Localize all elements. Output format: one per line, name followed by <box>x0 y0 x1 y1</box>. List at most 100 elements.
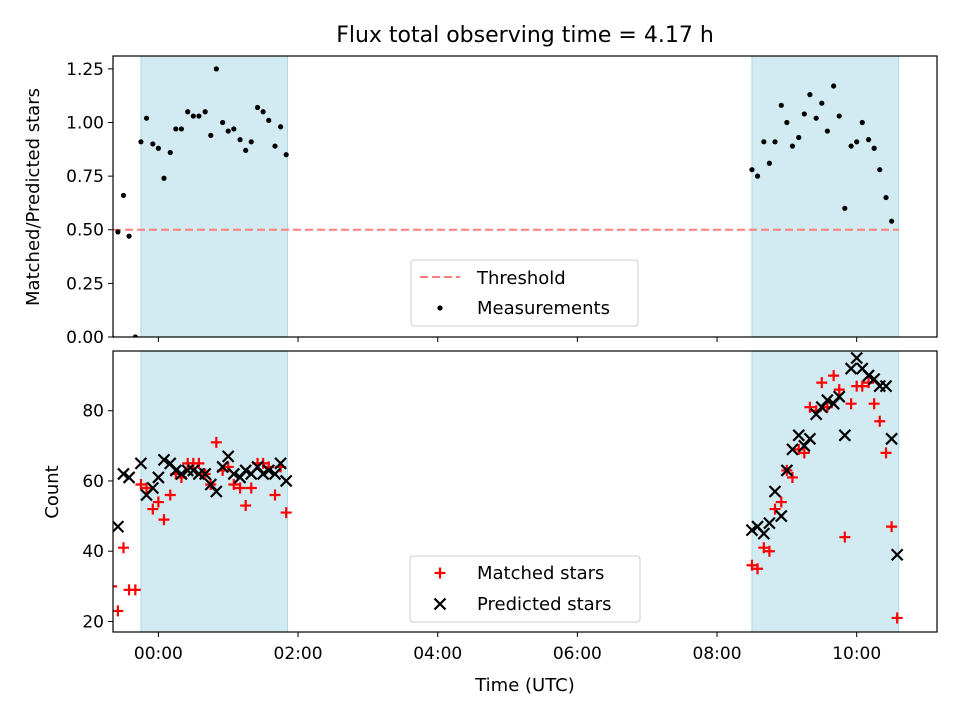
bottom-y-axis-label: Count <box>42 465 63 518</box>
matched-star-point <box>793 443 805 455</box>
predicted-star-point <box>122 471 136 484</box>
matched-star-point <box>234 482 246 494</box>
matched-star-point <box>856 380 868 392</box>
predicted-star-point <box>157 453 171 467</box>
matched-star-point <box>245 482 257 494</box>
measurement-point <box>208 132 214 138</box>
predicted-star-point <box>216 460 229 474</box>
predicted-star-point <box>821 393 834 407</box>
x-axis-label: Time (UTC) <box>474 675 575 696</box>
matched-star-point <box>804 401 816 413</box>
measurement-point <box>883 194 889 201</box>
top-y-axis-label: Matched/Predicted stars <box>23 88 44 306</box>
predicted-star-point <box>780 464 794 477</box>
ratio-panel: 0.00 0.25 0.50 0.75 1.00 1.25 <box>66 55 938 348</box>
measurement-point <box>766 160 773 166</box>
measurement-point <box>120 192 127 199</box>
measurement-point <box>115 229 121 235</box>
matched-star-point <box>222 461 234 473</box>
measurement-point <box>155 145 161 151</box>
legend-threshold-label: Threshold <box>476 268 566 289</box>
legend-predicted-swatch <box>433 597 447 611</box>
observing-window-band <box>140 350 289 633</box>
measurement-point <box>150 141 156 147</box>
measurement-point <box>865 137 872 143</box>
predicted-star-point <box>227 467 241 481</box>
legend-measurements-label: Measurements <box>477 298 610 319</box>
measurement-point <box>190 113 196 119</box>
y-tick-label: 60 <box>82 472 104 492</box>
predicted-star-point <box>146 481 160 495</box>
x-tick-label: 04:00 <box>413 644 462 664</box>
measurement-point <box>231 126 237 132</box>
measurement-point <box>126 233 132 239</box>
measurement-point <box>859 119 865 126</box>
matched-star-point <box>886 521 898 533</box>
data-layer <box>113 351 904 624</box>
matched-star-point <box>129 584 141 596</box>
matched-star-point <box>798 447 810 459</box>
matched-star-point <box>828 370 840 382</box>
measurement-point <box>813 115 819 121</box>
ratio-legend: Threshold Measurements <box>410 259 639 327</box>
predicted-star-point <box>803 432 817 446</box>
predicted-marker <box>433 597 447 611</box>
predicted-star-point <box>775 509 788 523</box>
matched-star-point <box>147 503 159 515</box>
predicted-star-point <box>279 474 293 488</box>
y-tick-label: 20 <box>82 612 104 632</box>
measurement-point <box>772 139 778 145</box>
predicted-star-point <box>187 464 200 477</box>
measurement-point <box>185 109 191 115</box>
measurement-point <box>871 145 877 151</box>
predicted-star-point <box>152 471 165 484</box>
x-tick-label: 06:00 <box>553 644 602 664</box>
y-tick-label: 1.25 <box>66 60 104 80</box>
matched-star-point <box>816 377 828 389</box>
measurement-point <box>243 147 249 153</box>
matched-star-point <box>769 503 781 515</box>
measurement-point <box>202 109 208 115</box>
matched-star-point <box>845 398 857 410</box>
predicted-star-point <box>181 464 194 477</box>
predicted-star-point <box>210 485 223 498</box>
matched-star-point <box>113 585 118 588</box>
measurement-point <box>824 128 830 134</box>
measurement-point <box>842 205 848 211</box>
measurement-point <box>819 100 825 106</box>
measurement-point <box>173 126 179 132</box>
matched-marker <box>434 567 446 579</box>
predicted-star-point <box>169 464 183 477</box>
predicted-star-point <box>198 467 212 481</box>
matched-star-point <box>863 377 875 389</box>
measurement-point <box>877 167 883 173</box>
measurement-point <box>836 113 842 119</box>
predicted-star-point <box>792 429 806 442</box>
measurement-point <box>260 109 266 115</box>
predicted-star-point <box>134 457 148 470</box>
y-tick-label: 0.25 <box>66 274 104 294</box>
measurement-point <box>167 149 173 156</box>
measurement-point <box>266 117 272 123</box>
matched-star-point <box>228 478 240 490</box>
matched-star-point <box>210 436 222 448</box>
matched-star-point <box>775 496 787 508</box>
measurement-point <box>761 139 767 145</box>
measurement-point <box>831 83 837 89</box>
measurement-point <box>272 143 278 149</box>
predicted-star-point <box>256 467 270 481</box>
matched-star-point <box>193 457 205 469</box>
measurement-point <box>225 128 231 134</box>
y-tick-label: 0.50 <box>66 221 104 241</box>
data-layer <box>113 66 899 337</box>
x-tick-label: 10:00 <box>832 644 881 664</box>
measurement-point <box>254 104 261 111</box>
observing-window-band <box>140 55 289 338</box>
matched-star-point <box>269 489 281 501</box>
measurement-point <box>749 167 755 173</box>
measurement-point <box>196 113 202 119</box>
matched-star-point <box>280 507 292 519</box>
matched-star-point <box>135 478 147 490</box>
matched-star-point <box>833 384 845 396</box>
matched-star-point <box>141 482 153 494</box>
